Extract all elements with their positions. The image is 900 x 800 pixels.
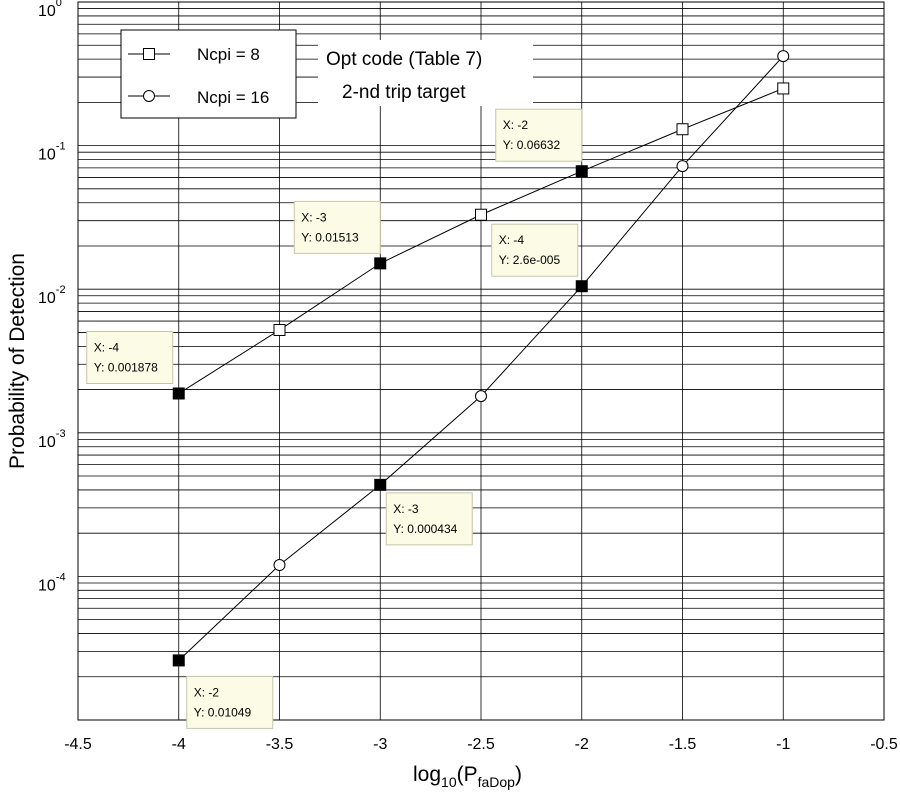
annotation-line-2: 2-nd trip target xyxy=(342,82,466,103)
series-layer xyxy=(172,50,790,667)
legend-label-ncpi-8: Ncpi = 8 xyxy=(197,45,260,64)
square-marker xyxy=(475,208,487,221)
datatip: X: -2 Y: 0.01049 xyxy=(186,675,274,729)
legend-marker-circle xyxy=(143,90,155,102)
y-tick-exponent: -4 xyxy=(56,571,66,583)
y-tick-base: 10 xyxy=(38,434,56,451)
datatip: X: -4 Y: 0.001878 xyxy=(86,330,174,384)
legend-box xyxy=(120,29,297,119)
tick-layer: -4.5 -4 -3.5 -3 -2.5 -2 -1.5 -1 -0.510010-110-21… xyxy=(38,0,898,753)
datatip-marker xyxy=(575,280,588,293)
circle-marker xyxy=(475,390,487,403)
x-tick-label: -3 xyxy=(373,736,387,753)
y-tick-label: 10-3 xyxy=(38,428,66,451)
y-tick-base: 10 xyxy=(38,3,56,20)
y-tick-exponent: 0 xyxy=(56,0,62,9)
datatip-x-text: X: -3 xyxy=(301,210,327,224)
datatip-y-text: Y: 2.6e-005 xyxy=(499,253,561,267)
datatip-y-text: Y: 0.000434 xyxy=(393,522,457,536)
legend: Ncpi = 8 Ncpi = 16 xyxy=(120,29,297,119)
datatip-marker xyxy=(374,478,387,491)
x-axis-label-log: log xyxy=(413,763,441,786)
datatip-layer: X: -4 Y: 0.001878 X: -3 Y: 0.01513 X: -2 Y: 0… xyxy=(86,108,583,729)
circle-marker xyxy=(777,50,790,63)
datatip: X: -2 Y: 0.06632 xyxy=(495,108,583,162)
square-marker xyxy=(777,82,790,95)
x-tick-label: -3.5 xyxy=(266,736,294,753)
datatip-box xyxy=(293,200,381,254)
x-tick-label: -1 xyxy=(776,736,790,753)
x-tick-label: -1.5 xyxy=(669,736,697,753)
datatip-x-text: X: -3 xyxy=(393,502,419,516)
datatip-box xyxy=(86,330,174,384)
x-axis-label-sub-fadop: faDop xyxy=(478,774,516,790)
legend-label-ncpi-16: Ncpi = 16 xyxy=(197,88,269,107)
y-tick-base: 10 xyxy=(38,290,56,307)
y-tick-exponent: -3 xyxy=(56,428,66,440)
x-tick-label: -2 xyxy=(575,736,589,753)
y-tick-base: 10 xyxy=(38,577,56,594)
y-tick-exponent: -2 xyxy=(56,284,66,296)
square-marker xyxy=(676,123,689,136)
grid-layer xyxy=(78,2,884,721)
y-tick-label: 10-2 xyxy=(38,284,66,307)
y-tick-label: 10-1 xyxy=(38,141,66,164)
datatip-y-text: Y: 0.06632 xyxy=(503,138,561,152)
y-tick-label: 10-4 xyxy=(38,571,66,594)
datatip-box xyxy=(491,223,579,277)
annotation-background xyxy=(318,40,533,106)
datatip-y-text: Y: 0.001878 xyxy=(94,360,158,374)
datatip: X: -3 Y: 0.01513 xyxy=(293,200,381,254)
x-tick-label: -4.5 xyxy=(64,736,92,753)
datatip: X: -3 Y: 0.000434 xyxy=(385,492,473,546)
datatip-box xyxy=(186,675,274,729)
datatip-marker xyxy=(172,654,185,667)
datatip-y-text: Y: 0.01049 xyxy=(194,705,252,719)
y-axis-label: Probability of Detection xyxy=(6,253,29,469)
datatip-box xyxy=(385,492,473,546)
y-tick-label: 100 xyxy=(38,0,62,20)
legend-marker-square xyxy=(143,48,155,60)
x-tick-label: -2.5 xyxy=(467,736,495,753)
datatip-marker xyxy=(575,165,588,178)
datatip-y-text: Y: 0.01513 xyxy=(301,230,359,244)
datatip-x-text: X: -2 xyxy=(503,118,529,132)
x-axis-label-close: ) xyxy=(515,763,522,786)
datatip-marker xyxy=(374,257,387,270)
circle-marker xyxy=(273,559,286,572)
annotation-line-1: Opt code (Table 7) xyxy=(326,49,482,70)
datatip-box xyxy=(495,108,583,162)
x-axis-label-sub-10: 10 xyxy=(441,774,457,790)
square-marker xyxy=(273,323,286,336)
datatip-x-text: X: -4 xyxy=(499,233,525,247)
datatip-x-text: X: -2 xyxy=(194,685,220,699)
x-axis-label: log10(PfaDop) xyxy=(413,763,522,790)
circle-marker xyxy=(676,160,689,173)
x-axis-label-p: (P xyxy=(457,763,478,786)
datatip-x-text: X: -4 xyxy=(94,340,120,354)
datatip: X: -4 Y: 2.6e-005 xyxy=(491,223,579,277)
datatip-marker xyxy=(172,387,185,400)
x-tick-label: -4 xyxy=(172,736,186,753)
plot-frame xyxy=(77,1,885,721)
y-tick-base: 10 xyxy=(38,147,56,164)
y-tick-exponent: -1 xyxy=(56,141,66,153)
x-tick-label: -0.5 xyxy=(870,736,898,753)
